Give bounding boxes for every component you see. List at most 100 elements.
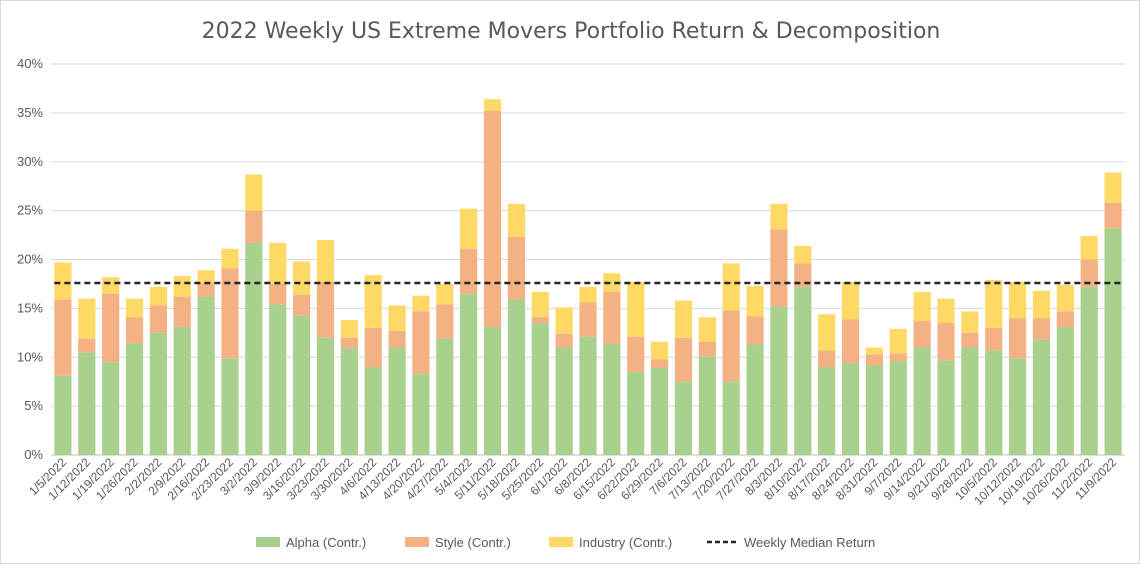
bar-industry-17 xyxy=(460,208,478,249)
bar-style-35 xyxy=(889,353,907,362)
bar-industry-12 xyxy=(340,320,358,338)
y-tick-label: 35% xyxy=(17,105,43,120)
bar-alpha-13 xyxy=(364,367,382,455)
bar-industry-24 xyxy=(627,281,645,337)
y-tick-label: 0% xyxy=(24,447,43,462)
bar-alpha-33 xyxy=(841,363,860,455)
bar-style-5 xyxy=(173,296,191,327)
bar-industry-9 xyxy=(269,242,287,284)
bar-industry-29 xyxy=(746,285,764,317)
bar-style-3 xyxy=(125,317,144,344)
bar-alpha-4 xyxy=(149,332,167,455)
bar-alpha-28 xyxy=(722,381,740,455)
bar-alpha-8 xyxy=(245,242,263,455)
bar-industry-11 xyxy=(316,239,335,282)
bar-style-32 xyxy=(818,350,836,368)
legend-industry-swatch xyxy=(549,537,573,547)
bar-industry-0 xyxy=(54,262,72,300)
legend-style-label: Style (Contr.) xyxy=(435,535,511,550)
bar-style-2 xyxy=(102,293,120,363)
bar-alpha-9 xyxy=(269,304,287,455)
bar-industry-40 xyxy=(1009,281,1027,319)
bar-style-33 xyxy=(841,319,860,364)
bar-industry-30 xyxy=(770,203,788,230)
y-tick-label: 40% xyxy=(17,56,43,71)
legend-style: Style (Contr.) xyxy=(405,535,511,550)
legend-median-label: Weekly Median Return xyxy=(744,535,875,550)
bar-alpha-23 xyxy=(603,343,621,455)
bar-industry-41 xyxy=(1032,290,1051,319)
bar-industry-37 xyxy=(937,298,955,324)
bar-alpha-37 xyxy=(937,360,955,455)
bar-alpha-2 xyxy=(102,362,120,455)
bar-alpha-5 xyxy=(173,326,191,455)
bar-style-15 xyxy=(412,311,430,374)
bar-industry-38 xyxy=(961,311,979,333)
bar-alpha-14 xyxy=(388,347,406,455)
bar-alpha-38 xyxy=(961,347,979,455)
legend: Alpha (Contr.) Style (Contr.) Industry (Co… xyxy=(256,535,875,550)
bar-alpha-41 xyxy=(1032,339,1051,455)
bar-style-28 xyxy=(722,310,740,382)
bar-style-22 xyxy=(579,302,597,337)
bar-industry-44 xyxy=(1104,172,1122,203)
bar-industry-25 xyxy=(651,341,669,360)
bar-industry-32 xyxy=(818,314,836,351)
bar-style-38 xyxy=(961,332,979,348)
bar-style-4 xyxy=(149,305,167,333)
bar-alpha-12 xyxy=(340,348,358,455)
bar-industry-26 xyxy=(674,300,693,338)
bar-industry-10 xyxy=(293,261,311,295)
bar-alpha-18 xyxy=(483,326,502,455)
bar-style-1 xyxy=(78,338,96,353)
bar-industry-21 xyxy=(555,307,573,334)
bar-industry-27 xyxy=(698,317,716,342)
bar-style-42 xyxy=(1056,311,1074,327)
bar-alpha-24 xyxy=(627,371,645,455)
bar-industry-5 xyxy=(173,276,191,297)
bar-alpha-6 xyxy=(197,296,215,455)
bar-alpha-26 xyxy=(674,381,693,455)
bar-style-0 xyxy=(54,299,72,376)
bar-alpha-36 xyxy=(913,347,931,455)
y-axis: 0% 5% 10% 15% 20% 25% 30% 35% 40% xyxy=(17,56,43,462)
bar-alpha-30 xyxy=(770,306,788,455)
bar-style-31 xyxy=(794,263,812,287)
bar-alpha-10 xyxy=(293,315,311,455)
legend-median: Weekly Median Return xyxy=(707,535,875,550)
bar-industry-8 xyxy=(245,174,263,211)
bar-style-24 xyxy=(627,336,645,372)
bar-industry-3 xyxy=(125,298,144,318)
bar-style-37 xyxy=(937,323,955,361)
bar-alpha-19 xyxy=(507,299,525,455)
bars xyxy=(54,99,1122,455)
bar-style-34 xyxy=(865,354,883,366)
bar-industry-33 xyxy=(841,281,860,320)
bar-industry-23 xyxy=(603,273,621,292)
legend-alpha-swatch xyxy=(256,537,280,547)
bar-industry-4 xyxy=(149,286,167,306)
bar-style-41 xyxy=(1032,318,1051,340)
bar-industry-20 xyxy=(531,291,549,318)
bar-style-43 xyxy=(1080,259,1098,287)
bar-industry-15 xyxy=(412,295,430,312)
bar-style-16 xyxy=(436,304,454,339)
bar-alpha-11 xyxy=(316,337,335,455)
bar-alpha-7 xyxy=(221,358,239,455)
bar-style-30 xyxy=(770,229,788,307)
bar-style-36 xyxy=(913,321,931,348)
bar-industry-28 xyxy=(722,263,740,311)
bar-alpha-42 xyxy=(1056,326,1074,455)
bar-industry-43 xyxy=(1080,236,1098,260)
bar-style-40 xyxy=(1009,318,1027,359)
bar-alpha-31 xyxy=(794,286,812,455)
bar-alpha-20 xyxy=(531,323,549,455)
bar-alpha-32 xyxy=(818,367,836,455)
bar-style-7 xyxy=(221,268,239,359)
bar-style-27 xyxy=(698,341,716,357)
bar-alpha-1 xyxy=(78,352,96,455)
legend-industry: Industry (Contr.) xyxy=(549,535,672,550)
bar-industry-42 xyxy=(1056,284,1074,312)
legend-industry-label: Industry (Contr.) xyxy=(579,535,672,550)
